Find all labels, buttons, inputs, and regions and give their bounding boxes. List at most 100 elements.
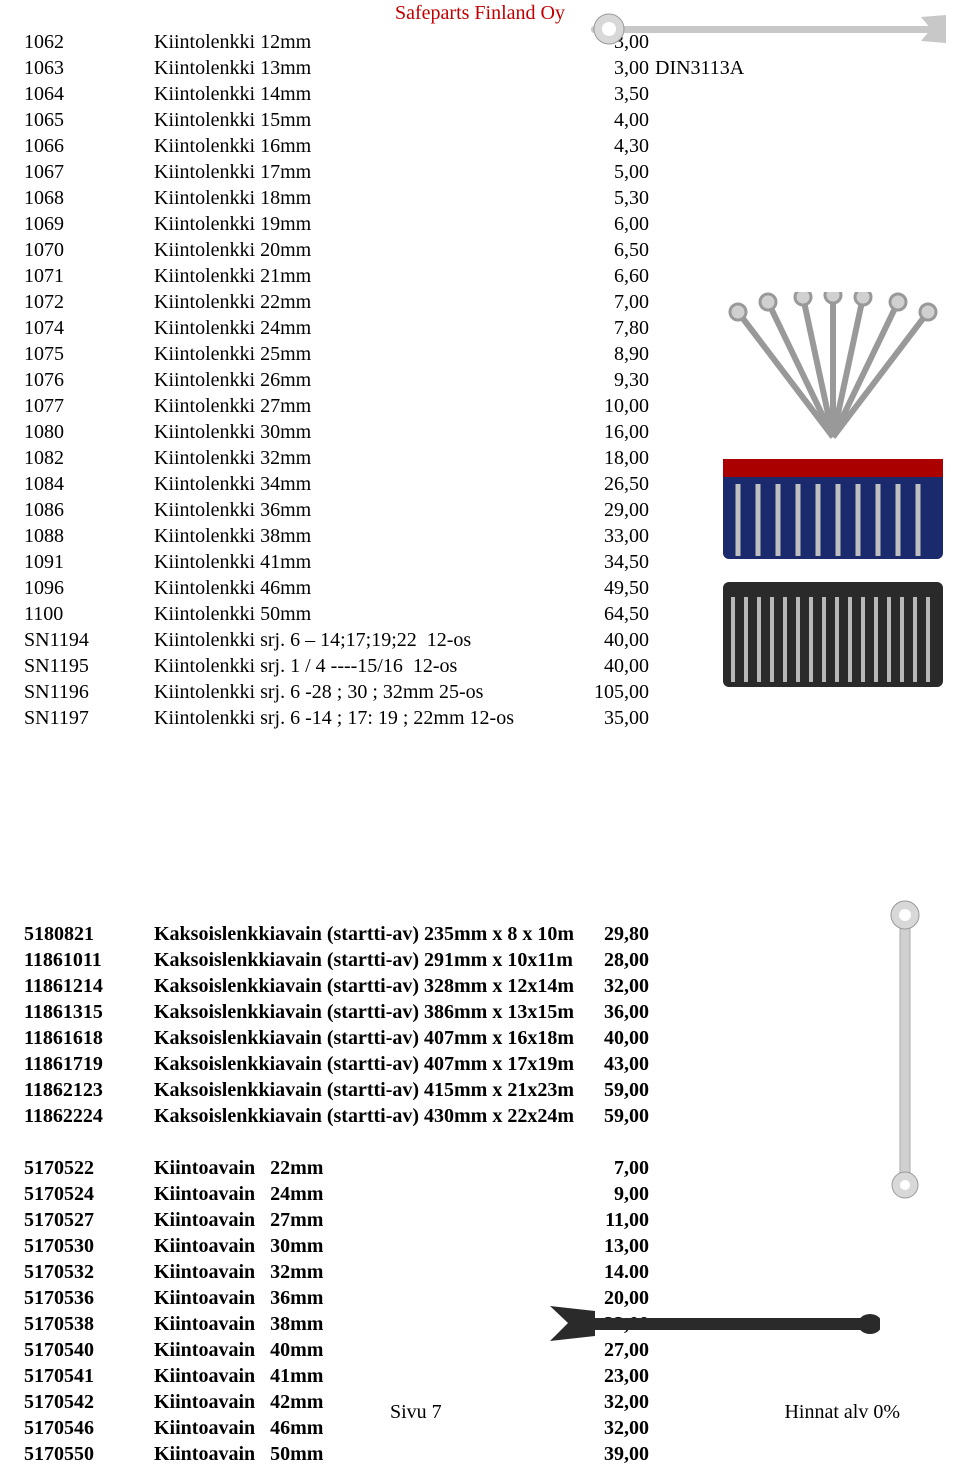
product-code: 5170532 <box>24 1259 154 1285</box>
product-code: 5170536 <box>24 1285 154 1311</box>
product-description: Kiintoavain 38mm <box>154 1311 549 1337</box>
product-code: 5170550 <box>24 1441 154 1467</box>
product-code: 1088 <box>24 523 154 549</box>
table-row: 5180821Kaksoislenkkiavain (startti-av) 2… <box>24 921 936 947</box>
combination-wrench-image <box>591 12 946 46</box>
product-price: 105,00 <box>549 679 649 705</box>
table-row: 5170530Kiintoavain 30mm13,00 <box>24 1233 936 1259</box>
product-description: Kiintolenkki srj. 6 -28 ; 30 ; 32mm 25-o… <box>154 679 549 705</box>
product-description: Kaksoislenkkiavain (startti-av) 415mm x … <box>154 1077 549 1103</box>
product-description: Kiintolenkki 12mm <box>154 29 549 55</box>
product-code: 1072 <box>24 289 154 315</box>
product-price: 5,00 <box>549 159 649 185</box>
product-description: Kaksoislenkkiavain (startti-av) 328mm x … <box>154 973 549 999</box>
product-code: 1100 <box>24 601 154 627</box>
product-price: 59,00 <box>549 1077 649 1103</box>
product-price: 10,00 <box>549 393 649 419</box>
table-row: 11861315Kaksoislenkkiavain (startti-av) … <box>24 999 936 1025</box>
product-price: 59,00 <box>549 1103 649 1129</box>
product-code: 1091 <box>24 549 154 575</box>
table-row: 1070Kiintolenkki 20mm6,50 <box>24 237 936 263</box>
product-price: 11,00 <box>549 1207 649 1233</box>
product-code: 5170538 <box>24 1311 154 1337</box>
product-description: Kiintoavain 50mm <box>154 1441 549 1467</box>
table-row: 5170524Kiintoavain 24mm9,00 <box>24 1181 936 1207</box>
product-description: Kaksoislenkkiavain (startti-av) 407mm x … <box>154 1051 549 1077</box>
product-description: Kiintolenkki 38mm <box>154 523 549 549</box>
product-description: Kiintolenkki 26mm <box>154 367 549 393</box>
product-code: SN1196 <box>24 679 154 705</box>
product-price: 9,30 <box>549 367 649 393</box>
product-price: 6,00 <box>549 211 649 237</box>
product-description: Kiintolenkki 27mm <box>154 393 549 419</box>
product-description: Kiintoavain 41mm <box>154 1363 549 1389</box>
product-description: Kiintolenkki 36mm <box>154 497 549 523</box>
table-row: 11861719Kaksoislenkkiavain (startti-av) … <box>24 1051 936 1077</box>
product-price: 3,00 <box>549 55 649 81</box>
section-kaksoislenkkiavain: 5180821Kaksoislenkkiavain (startti-av) 2… <box>24 921 936 1129</box>
product-description: Kiintolenkki srj. 6 -14 ; 17: 19 ; 22mm … <box>154 705 549 731</box>
product-price: 6,50 <box>549 237 649 263</box>
product-description: Kiintoavain 36mm <box>154 1285 549 1311</box>
product-description: Kiintolenkki 18mm <box>154 185 549 211</box>
product-code: 1064 <box>24 81 154 107</box>
wrench-roll-blue-image <box>718 444 948 569</box>
product-price: 6,60 <box>549 263 649 289</box>
product-code: 1065 <box>24 107 154 133</box>
product-price: 16,00 <box>549 419 649 445</box>
product-price: 29,00 <box>549 497 649 523</box>
table-row: 5170522Kiintoavain 22mm7,00 <box>24 1155 936 1181</box>
table-row: 5170541Kiintoavain 41mm23,00 <box>24 1363 936 1389</box>
product-description: Kaksoislenkkiavain (startti-av) 291mm x … <box>154 947 549 973</box>
product-code: 1067 <box>24 159 154 185</box>
product-description: Kiintolenkki 30mm <box>154 419 549 445</box>
product-price: 34,50 <box>549 549 649 575</box>
table-row: 1069Kiintolenkki 19mm6,00 <box>24 211 936 237</box>
product-code: 11861719 <box>24 1051 154 1077</box>
product-description: Kiintolenkki 13mm <box>154 55 549 81</box>
product-code: 5170527 <box>24 1207 154 1233</box>
table-row: 1065Kiintolenkki 15mm4,00 <box>24 107 936 133</box>
product-code: 1062 <box>24 29 154 55</box>
product-price: 40,00 <box>549 653 649 679</box>
table-row: SN1197Kiintolenkki srj. 6 -14 ; 17: 19 ;… <box>24 705 936 731</box>
product-code: 5170530 <box>24 1233 154 1259</box>
product-price: 32,00 <box>549 973 649 999</box>
product-price: 5,30 <box>549 185 649 211</box>
product-description: Kaksoislenkkiavain (startti-av) 407mm x … <box>154 1025 549 1051</box>
product-code: 1063 <box>24 55 154 81</box>
product-price: 40,00 <box>549 1025 649 1051</box>
product-description: Kiintolenkki 15mm <box>154 107 549 133</box>
product-code: 1066 <box>24 133 154 159</box>
product-price: 49,50 <box>549 575 649 601</box>
product-price: 4,00 <box>549 107 649 133</box>
table-row: 11861618Kaksoislenkkiavain (startti-av) … <box>24 1025 936 1051</box>
product-code: 1077 <box>24 393 154 419</box>
table-row: 1064Kiintolenkki 14mm3,50 <box>24 81 936 107</box>
product-price: 26,50 <box>549 471 649 497</box>
product-description: Kaksoislenkkiavain (startti-av) 235mm x … <box>154 921 549 947</box>
product-price: 14.00 <box>549 1259 649 1285</box>
product-code: 1096 <box>24 575 154 601</box>
table-row: 1066Kiintolenkki 16mm4,30 <box>24 133 936 159</box>
product-description: Kaksoislenkkiavain (startti-av) 386mm x … <box>154 999 549 1025</box>
product-description: Kiintolenkki 22mm <box>154 289 549 315</box>
page-footer: Sivu 7 Hinnat alv 0% <box>0 1401 960 1424</box>
product-description: Kiintoavain 27mm <box>154 1207 549 1233</box>
product-description: Kiintolenkki 14mm <box>154 81 549 107</box>
product-description: Kiintolenkki 19mm <box>154 211 549 237</box>
product-price: 29,80 <box>549 921 649 947</box>
product-code: SN1194 <box>24 627 154 653</box>
product-description: Kiintolenkki 21mm <box>154 263 549 289</box>
product-price: 7,00 <box>549 289 649 315</box>
product-price: 3,50 <box>549 81 649 107</box>
product-description: Kiintoavain 22mm <box>154 1155 549 1181</box>
product-description: Kiintoavain 24mm <box>154 1181 549 1207</box>
product-code: 1082 <box>24 445 154 471</box>
product-price: 9,00 <box>549 1181 649 1207</box>
table-row: 1067Kiintolenkki 17mm5,00 <box>24 159 936 185</box>
product-code: SN1195 <box>24 653 154 679</box>
product-price: 7,00 <box>549 1155 649 1181</box>
product-code: 1068 <box>24 185 154 211</box>
product-description: Kiintoavain 32mm <box>154 1259 549 1285</box>
